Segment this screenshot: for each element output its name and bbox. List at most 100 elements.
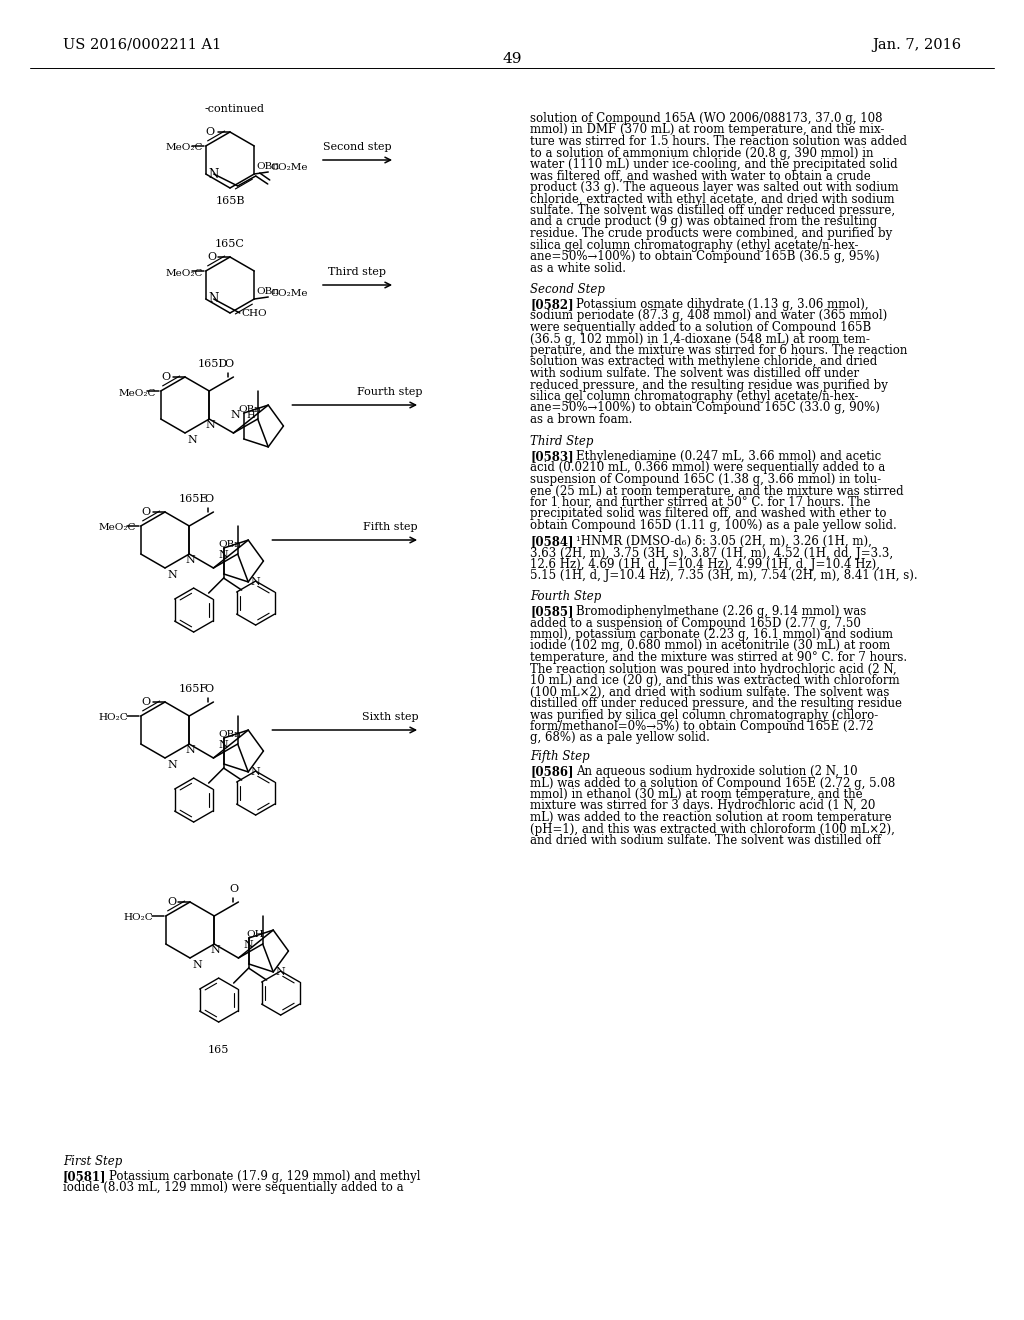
- Text: OBn: OBn: [256, 286, 280, 296]
- Text: (36.5 g, 102 mmol) in 1,4-dioxane (548 mL) at room tem-: (36.5 g, 102 mmol) in 1,4-dioxane (548 m…: [530, 333, 869, 346]
- Text: ene (25 mL) at room temperature, and the mixture was stirred: ene (25 mL) at room temperature, and the…: [530, 484, 903, 498]
- Text: Fourth step: Fourth step: [357, 387, 423, 397]
- Text: ¹HNMR (DMSO-d₆) δ: 3.05 (2H, m), 3.26 (1H, m),: ¹HNMR (DMSO-d₆) δ: 3.05 (2H, m), 3.26 (1…: [575, 535, 871, 548]
- Text: [0581]: [0581]: [63, 1170, 106, 1183]
- Text: iodide (102 mg, 0.680 mmol) in acetonitrile (30 mL) at room: iodide (102 mg, 0.680 mmol) in acetonitr…: [530, 639, 890, 652]
- Text: O: O: [205, 127, 214, 137]
- Text: O: O: [142, 507, 151, 517]
- Text: Third Step: Third Step: [530, 436, 593, 447]
- Text: Second Step: Second Step: [530, 282, 605, 296]
- Text: MeO₂C: MeO₂C: [98, 524, 136, 532]
- Text: MeO₂C: MeO₂C: [166, 268, 203, 277]
- Text: First Step: First Step: [63, 1155, 122, 1168]
- Text: N: N: [209, 168, 219, 181]
- Text: g, 68%) as a pale yellow solid.: g, 68%) as a pale yellow solid.: [530, 731, 710, 744]
- Text: chloride, extracted with ethyl acetate, and dried with sodium: chloride, extracted with ethyl acetate, …: [530, 193, 895, 206]
- Text: 165B: 165B: [215, 195, 245, 206]
- Text: -continued: -continued: [205, 104, 265, 114]
- Text: ture was stirred for 1.5 hours. The reaction solution was added: ture was stirred for 1.5 hours. The reac…: [530, 135, 907, 148]
- Text: as a brown foam.: as a brown foam.: [530, 413, 633, 426]
- Text: Jan. 7, 2016: Jan. 7, 2016: [871, 38, 961, 51]
- Text: O: O: [142, 697, 151, 708]
- Text: silica gel column chromatography (ethyl acetate/n-hex-: silica gel column chromatography (ethyl …: [530, 389, 858, 403]
- Text: MeO₂C: MeO₂C: [119, 388, 157, 397]
- Text: solution of Compound 165A (WO 2006/088173, 37.0 g, 108: solution of Compound 165A (WO 2006/08817…: [530, 112, 883, 125]
- Text: The reaction solution was poured into hydrochloric acid (2 N,: The reaction solution was poured into hy…: [530, 663, 897, 676]
- Text: solution was extracted with methylene chloride, and dried: solution was extracted with methylene ch…: [530, 355, 878, 368]
- Text: MeO₂C: MeO₂C: [166, 144, 203, 153]
- Text: mixture was stirred for 3 days. Hydrochloric acid (1 N, 20: mixture was stirred for 3 days. Hydrochl…: [530, 800, 876, 813]
- Text: 5.15 (1H, d, J=10.4 Hz), 7.35 (3H, m), 7.54 (2H, m), 8.41 (1H, s).: 5.15 (1H, d, J=10.4 Hz), 7.35 (3H, m), 7…: [530, 569, 918, 582]
- Text: [0586]: [0586]: [530, 766, 573, 777]
- Text: Second step: Second step: [323, 143, 391, 152]
- Text: sodium periodate (87.3 g, 408 mmol) and water (365 mmol): sodium periodate (87.3 g, 408 mmol) and …: [530, 309, 887, 322]
- Text: [0585]: [0585]: [530, 605, 573, 618]
- Text: OBn: OBn: [239, 405, 261, 414]
- Text: O: O: [224, 359, 233, 370]
- Text: Sixth step: Sixth step: [361, 711, 419, 722]
- Text: Fourth Step: Fourth Step: [530, 590, 601, 603]
- Text: 165C: 165C: [215, 239, 245, 249]
- Text: acid (0.0210 mL, 0.366 mmol) were sequentially added to a: acid (0.0210 mL, 0.366 mmol) were sequen…: [530, 462, 886, 474]
- Text: N: N: [167, 760, 177, 770]
- Text: 12.6 Hz), 4.69 (1H, d, J=10.4 Hz), 4.99 (1H, d, J=10.4 Hz),: 12.6 Hz), 4.69 (1H, d, J=10.4 Hz), 4.99 …: [530, 558, 880, 572]
- Text: Bromodiphenylmethane (2.26 g, 9.14 mmol) was: Bromodiphenylmethane (2.26 g, 9.14 mmol)…: [575, 605, 866, 618]
- Text: Potassium osmate dihydrate (1.13 g, 3.06 mmol),: Potassium osmate dihydrate (1.13 g, 3.06…: [575, 298, 868, 312]
- Text: Potassium carbonate (17.9 g, 129 mmol) and methyl: Potassium carbonate (17.9 g, 129 mmol) a…: [109, 1170, 421, 1183]
- Text: and dried with sodium sulfate. The solvent was distilled off: and dried with sodium sulfate. The solve…: [530, 834, 881, 847]
- Text: perature, and the mixture was stirred for 6 hours. The reaction: perature, and the mixture was stirred fo…: [530, 345, 907, 356]
- Text: N: N: [219, 741, 228, 750]
- Text: distilled off under reduced pressure, and the resulting residue: distilled off under reduced pressure, an…: [530, 697, 902, 710]
- Text: precipitated solid was filtered off, and washed with ether to: precipitated solid was filtered off, and…: [530, 507, 887, 520]
- Text: as a white solid.: as a white solid.: [530, 261, 626, 275]
- Text: N: N: [250, 577, 260, 587]
- Text: 165E: 165E: [178, 494, 208, 504]
- Text: Fifth step: Fifth step: [362, 521, 418, 532]
- Text: and a crude product (9 g) was obtained from the resulting: and a crude product (9 g) was obtained f…: [530, 215, 878, 228]
- Text: 165D: 165D: [198, 359, 228, 370]
- Text: HO₂C: HO₂C: [124, 913, 154, 923]
- Text: sulfate. The solvent was distilled off under reduced pressure,: sulfate. The solvent was distilled off u…: [530, 205, 895, 216]
- Text: US 2016/0002211 A1: US 2016/0002211 A1: [63, 38, 221, 51]
- Text: N: N: [250, 767, 260, 777]
- Text: (100 mL×2), and dried with sodium sulfate. The solvent was: (100 mL×2), and dried with sodium sulfat…: [530, 685, 890, 698]
- Text: N: N: [244, 940, 254, 950]
- Text: O: O: [204, 684, 213, 694]
- Text: mL) was added to the reaction solution at room temperature: mL) was added to the reaction solution a…: [530, 810, 892, 824]
- Text: [0584]: [0584]: [530, 535, 573, 548]
- Text: O: O: [167, 898, 176, 907]
- Text: was purified by silica gel column chromatography (chloro-: was purified by silica gel column chroma…: [530, 709, 879, 722]
- Text: CO₂Me: CO₂Me: [270, 289, 308, 297]
- Text: N: N: [185, 554, 195, 565]
- Text: 10 mL) and ice (20 g), and this was extracted with chloroform: 10 mL) and ice (20 g), and this was extr…: [530, 675, 900, 686]
- Text: OBn: OBn: [218, 730, 242, 739]
- Text: An aqueous sodium hydroxide solution (2 N, 10: An aqueous sodium hydroxide solution (2 …: [575, 766, 858, 777]
- Text: 49: 49: [502, 51, 522, 66]
- Text: N: N: [206, 420, 215, 430]
- Text: product (33 g). The aqueous layer was salted out with sodium: product (33 g). The aqueous layer was sa…: [530, 181, 899, 194]
- Text: N: N: [187, 436, 197, 445]
- Text: N: N: [230, 411, 241, 420]
- Text: HO₂C: HO₂C: [98, 714, 128, 722]
- Text: CO₂Me: CO₂Me: [270, 164, 308, 173]
- Text: 165F: 165F: [178, 684, 208, 694]
- Text: were sequentially added to a solution of Compound 165B: were sequentially added to a solution of…: [530, 321, 871, 334]
- Text: 165: 165: [207, 1045, 228, 1055]
- Text: mmol), potassium carbonate (2.23 g, 16.1 mmol) and sodium: mmol), potassium carbonate (2.23 g, 16.1…: [530, 628, 893, 642]
- Text: (pH=1), and this was extracted with chloroform (100 mL×2),: (pH=1), and this was extracted with chlo…: [530, 822, 895, 836]
- Text: Fifth Step: Fifth Step: [530, 750, 590, 763]
- Text: was filtered off, and washed with water to obtain a crude: was filtered off, and washed with water …: [530, 169, 870, 182]
- Text: O: O: [229, 884, 238, 894]
- Text: temperature, and the mixture was stirred at 90° C. for 7 hours.: temperature, and the mixture was stirred…: [530, 651, 907, 664]
- Text: ane=50%→100%) to obtain Compound 165B (36.5 g, 95%): ane=50%→100%) to obtain Compound 165B (3…: [530, 249, 880, 263]
- Text: N: N: [209, 293, 219, 305]
- Text: with sodium sulfate. The solvent was distilled off under: with sodium sulfate. The solvent was dis…: [530, 367, 859, 380]
- Text: H: H: [247, 411, 255, 420]
- Text: OH: OH: [246, 931, 263, 939]
- Text: O: O: [162, 372, 171, 381]
- Text: mmol) in DMF (370 mL) at room temperature, and the mix-: mmol) in DMF (370 mL) at room temperatur…: [530, 124, 885, 136]
- Text: [0582]: [0582]: [530, 298, 573, 312]
- Text: form/methanol=0%→5%) to obtain Compound 165E (2.72: form/methanol=0%→5%) to obtain Compound …: [530, 719, 873, 733]
- Text: reduced pressure, and the resulting residue was purified by: reduced pressure, and the resulting resi…: [530, 379, 888, 392]
- Text: N: N: [185, 744, 195, 755]
